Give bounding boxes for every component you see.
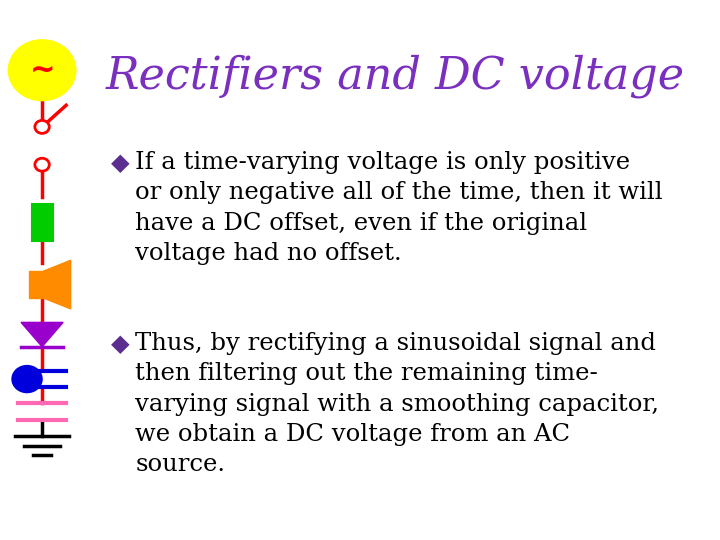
Text: ◆: ◆ — [111, 151, 130, 175]
Circle shape — [35, 120, 49, 133]
Polygon shape — [21, 322, 63, 347]
Bar — [32, 204, 53, 241]
Text: ~: ~ — [30, 56, 55, 85]
Circle shape — [9, 40, 75, 100]
Bar — [29, 271, 44, 298]
Circle shape — [35, 158, 49, 171]
Text: Rectifiers and DC voltage: Rectifiers and DC voltage — [105, 54, 684, 98]
Polygon shape — [44, 260, 71, 309]
Text: If a time-varying voltage is only positive
or only negative all of the time, the: If a time-varying voltage is only positi… — [135, 151, 663, 265]
Circle shape — [12, 366, 42, 393]
Text: Thus, by rectifying a sinusoidal signal and
then filtering out the remaining tim: Thus, by rectifying a sinusoidal signal … — [135, 332, 660, 476]
Text: ◆: ◆ — [111, 332, 130, 356]
